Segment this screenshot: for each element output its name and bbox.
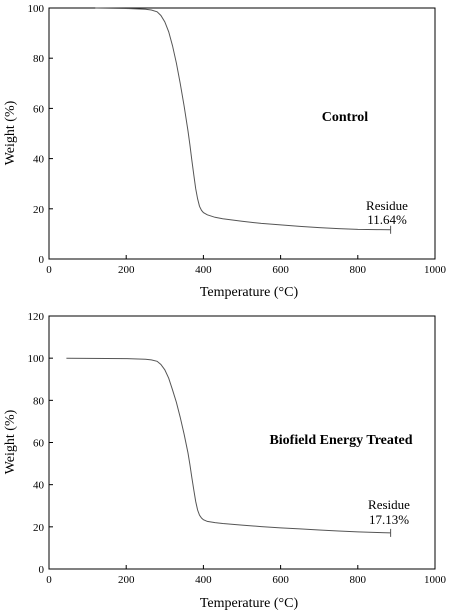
y-tick-label: 40 — [33, 154, 45, 166]
x-tick-label: 1000 — [424, 574, 447, 586]
x-axis-ticks-control: 0 200 400 600 800 1000 — [46, 255, 447, 276]
weight-loss-curve-treated — [66, 357, 391, 534]
x-axis-label-control: Temperature (°C) — [200, 285, 299, 300]
y-axis-label-control: Weight (%) — [3, 100, 18, 165]
x-axis-label-treated: Temperature (°C) — [200, 596, 299, 611]
residue-value-control: 11.64% — [367, 212, 407, 227]
x-tick-label: 400 — [195, 574, 212, 586]
x-tick-label: 600 — [272, 264, 289, 276]
x-tick-label: 1000 — [424, 264, 447, 276]
y-tick-label: 80 — [33, 395, 45, 407]
x-tick-label: 600 — [272, 574, 289, 586]
y-tick-label: 100 — [28, 3, 45, 15]
y-tick-label: 100 — [28, 353, 45, 365]
y-tick-label: 60 — [33, 438, 45, 450]
residue-label-control: Residue — [366, 198, 408, 213]
y-tick-label: 20 — [33, 522, 45, 534]
x-tick-label: 400 — [195, 264, 212, 276]
x-axis-ticks-treated: 0 200 400 600 800 1000 — [46, 565, 447, 586]
x-tick-label: 0 — [46, 574, 52, 586]
chart-title-treated: Biofield Energy Treated — [269, 433, 412, 448]
residue-label-treated: Residue — [368, 497, 410, 512]
weight-loss-curve-control — [95, 7, 391, 231]
y-tick-label: 20 — [33, 204, 45, 216]
y-tick-label: 80 — [33, 53, 45, 65]
y-tick-label: 0 — [39, 254, 45, 266]
x-tick-label: 0 — [46, 264, 52, 276]
y-axis-ticks-control: 0 20 40 60 80 100 — [28, 3, 53, 266]
chart-control: 0 20 40 60 80 100 0 200 400 600 800 1000 Control R… — [3, 3, 447, 300]
y-axis-ticks-treated: 0 20 40 60 80 100 120 — [28, 311, 53, 576]
y-tick-label: 60 — [33, 103, 45, 115]
plot-frame-control — [48, 7, 436, 260]
x-tick-label: 800 — [350, 574, 367, 586]
chart-treated: 0 20 40 60 80 100 120 0 200 400 600 800 1000 Biofie… — [3, 311, 447, 611]
x-tick-label: 800 — [350, 264, 367, 276]
x-tick-label: 200 — [118, 574, 135, 586]
y-axis-label-treated: Weight (%) — [3, 409, 18, 474]
residue-value-treated: 17.13% — [369, 512, 409, 527]
chart-title-control: Control — [322, 110, 369, 125]
x-tick-label: 200 — [118, 264, 135, 276]
y-tick-label: 0 — [39, 564, 45, 576]
y-tick-label: 120 — [28, 311, 45, 323]
y-tick-label: 40 — [33, 480, 45, 492]
